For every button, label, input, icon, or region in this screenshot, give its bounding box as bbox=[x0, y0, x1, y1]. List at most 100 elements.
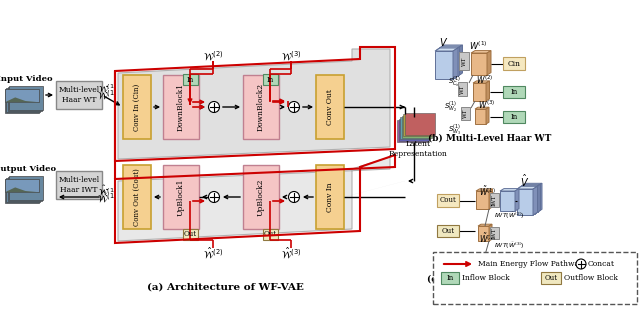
FancyBboxPatch shape bbox=[123, 75, 151, 139]
Text: $\hat{\mathcal{W}}^{(3)}$: $\hat{\mathcal{W}}^{(3)}$ bbox=[281, 245, 301, 260]
FancyBboxPatch shape bbox=[436, 50, 454, 78]
FancyBboxPatch shape bbox=[503, 111, 525, 123]
FancyBboxPatch shape bbox=[6, 88, 40, 112]
Polygon shape bbox=[522, 183, 542, 186]
Polygon shape bbox=[473, 81, 490, 83]
FancyBboxPatch shape bbox=[316, 75, 344, 139]
Polygon shape bbox=[440, 45, 463, 48]
Text: In: In bbox=[510, 113, 518, 121]
Text: Inflow Block: Inflow Block bbox=[462, 274, 509, 282]
Text: Concat: Concat bbox=[588, 260, 615, 268]
FancyBboxPatch shape bbox=[437, 253, 459, 265]
Text: $S^{(1)}_{W_2}$: $S^{(1)}_{W_2}$ bbox=[444, 99, 458, 115]
Polygon shape bbox=[454, 47, 460, 78]
FancyBboxPatch shape bbox=[8, 177, 42, 201]
FancyBboxPatch shape bbox=[500, 191, 515, 211]
Polygon shape bbox=[475, 107, 489, 109]
Text: Latent
Representation: Latent Representation bbox=[388, 140, 447, 158]
Text: $V$: $V$ bbox=[440, 36, 449, 48]
Text: Cin: Cin bbox=[508, 60, 520, 67]
FancyBboxPatch shape bbox=[123, 165, 151, 229]
Text: In: In bbox=[267, 75, 274, 83]
FancyBboxPatch shape bbox=[438, 49, 456, 77]
Text: WT: WT bbox=[461, 56, 467, 66]
Text: $\hat{\mathcal{W}}^{(1)}$: $\hat{\mathcal{W}}^{(1)}$ bbox=[97, 189, 117, 205]
FancyBboxPatch shape bbox=[316, 165, 344, 229]
FancyBboxPatch shape bbox=[243, 75, 279, 139]
FancyBboxPatch shape bbox=[461, 107, 470, 120]
FancyBboxPatch shape bbox=[397, 120, 427, 142]
Polygon shape bbox=[520, 184, 541, 187]
FancyBboxPatch shape bbox=[243, 165, 279, 229]
Text: Conv Out (Cout): Conv Out (Cout) bbox=[133, 168, 141, 226]
Circle shape bbox=[289, 101, 300, 112]
Circle shape bbox=[576, 259, 586, 269]
FancyBboxPatch shape bbox=[441, 272, 459, 284]
Text: $\tilde{W}^{(2)}$: $\tilde{W}^{(2)}$ bbox=[479, 231, 496, 245]
Text: $W^{(2)}$: $W^{(2)}$ bbox=[476, 74, 493, 86]
Text: Out: Out bbox=[442, 255, 454, 263]
Text: Main Energy Flow Pathway: Main Energy Flow Pathway bbox=[478, 260, 583, 268]
Text: Multi-level
Haar WT: Multi-level Haar WT bbox=[58, 87, 100, 104]
Polygon shape bbox=[500, 188, 519, 191]
FancyBboxPatch shape bbox=[475, 109, 486, 124]
Polygon shape bbox=[486, 81, 490, 101]
Text: $W^{(3)}$: $W^{(3)}$ bbox=[478, 99, 495, 111]
Text: $S^{(1)}_{C_{in}}$: $S^{(1)}_{C_{in}}$ bbox=[448, 74, 461, 90]
FancyBboxPatch shape bbox=[503, 57, 525, 70]
Text: Out: Out bbox=[264, 231, 277, 239]
FancyBboxPatch shape bbox=[399, 118, 429, 141]
FancyBboxPatch shape bbox=[400, 117, 430, 139]
FancyBboxPatch shape bbox=[56, 171, 102, 199]
Text: $\tilde{W}^{(1)}$: $\tilde{W}^{(1)}$ bbox=[479, 184, 495, 198]
FancyBboxPatch shape bbox=[490, 193, 499, 207]
FancyBboxPatch shape bbox=[522, 186, 538, 212]
Polygon shape bbox=[489, 224, 492, 241]
FancyBboxPatch shape bbox=[459, 52, 469, 70]
FancyBboxPatch shape bbox=[433, 252, 637, 304]
Polygon shape bbox=[488, 253, 490, 267]
Text: $\mathcal{W}^{(2)}$: $\mathcal{W}^{(2)}$ bbox=[203, 49, 223, 63]
Circle shape bbox=[209, 101, 220, 112]
FancyBboxPatch shape bbox=[478, 226, 489, 241]
Polygon shape bbox=[517, 186, 538, 189]
FancyBboxPatch shape bbox=[503, 86, 525, 98]
FancyBboxPatch shape bbox=[9, 176, 43, 200]
FancyBboxPatch shape bbox=[5, 89, 39, 113]
Polygon shape bbox=[538, 183, 542, 212]
Polygon shape bbox=[5, 187, 39, 192]
Text: $\mathcal{W}^{(3)}$: $\mathcal{W}^{(3)}$ bbox=[281, 49, 301, 63]
Polygon shape bbox=[487, 51, 491, 75]
Polygon shape bbox=[458, 45, 463, 76]
FancyBboxPatch shape bbox=[476, 191, 489, 209]
Text: In: In bbox=[510, 88, 518, 96]
Polygon shape bbox=[515, 188, 519, 211]
FancyBboxPatch shape bbox=[401, 116, 431, 138]
Polygon shape bbox=[453, 48, 458, 79]
FancyBboxPatch shape bbox=[440, 48, 458, 76]
Text: Out: Out bbox=[442, 227, 454, 235]
Polygon shape bbox=[118, 49, 390, 159]
Text: IWT: IWT bbox=[492, 227, 497, 239]
Polygon shape bbox=[436, 47, 460, 50]
FancyBboxPatch shape bbox=[5, 179, 39, 192]
Text: UpBlock1: UpBlock1 bbox=[177, 178, 185, 216]
Polygon shape bbox=[479, 253, 490, 255]
Text: (b) Multi-Level Haar WT: (b) Multi-Level Haar WT bbox=[428, 133, 552, 142]
Text: Multi-level
Haar IWT: Multi-level Haar IWT bbox=[58, 176, 100, 194]
FancyBboxPatch shape bbox=[183, 74, 198, 85]
FancyBboxPatch shape bbox=[5, 89, 39, 102]
Polygon shape bbox=[471, 51, 491, 53]
FancyBboxPatch shape bbox=[490, 227, 499, 239]
FancyBboxPatch shape bbox=[435, 51, 453, 79]
Polygon shape bbox=[476, 189, 493, 191]
Text: WT: WT bbox=[460, 84, 465, 94]
Text: Out: Out bbox=[184, 231, 197, 239]
FancyBboxPatch shape bbox=[163, 75, 199, 139]
FancyBboxPatch shape bbox=[263, 74, 278, 85]
Text: Conv In (Cin): Conv In (Cin) bbox=[133, 83, 141, 131]
Text: DownBlock2: DownBlock2 bbox=[257, 83, 265, 131]
FancyBboxPatch shape bbox=[490, 255, 499, 267]
Text: (a) Architecture of WF-VAE: (a) Architecture of WF-VAE bbox=[147, 282, 303, 291]
Text: In: In bbox=[187, 75, 194, 83]
